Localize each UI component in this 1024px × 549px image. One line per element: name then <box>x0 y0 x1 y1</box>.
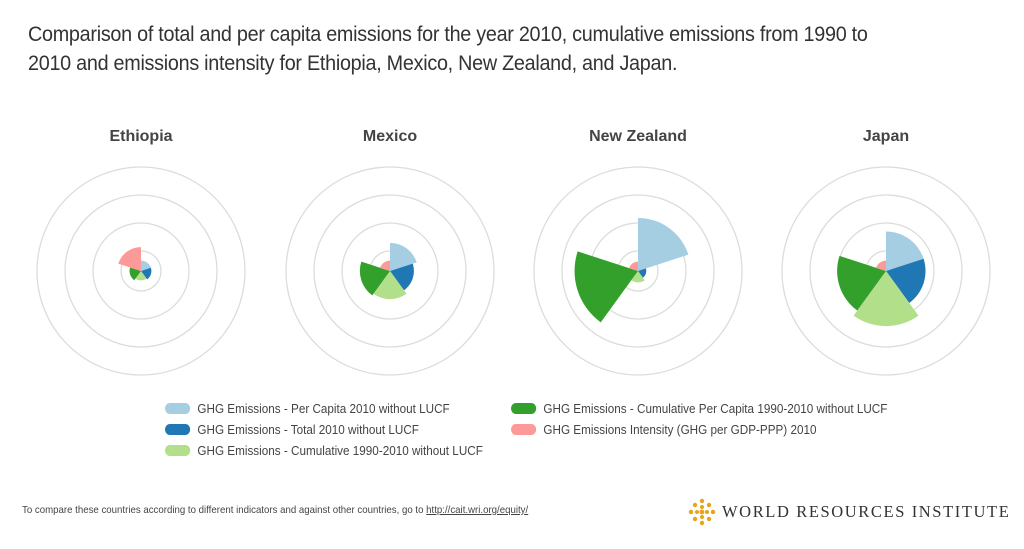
legend-swatch <box>511 403 537 414</box>
brand-name: WORLD RESOURCES INSTITUTE <box>722 502 1011 521</box>
legend-label: GHG Emissions - Total 2010 without LUCF <box>197 422 419 437</box>
wedge-cumulative-per-capita <box>129 267 141 281</box>
wedge-total-2010 <box>886 258 926 303</box>
polar-charts: Ethiopia Mexico New Zealand Japan <box>36 128 991 376</box>
wri-logo-icon <box>688 498 716 526</box>
footer-text: To compare these countries according to … <box>22 504 424 516</box>
grid-ring <box>809 194 963 348</box>
legend-label: GHG Emissions Intensity (GHG per GDP-PPP… <box>543 422 817 437</box>
legend-label: GHG Emissions - Cumulative Per Capita 19… <box>543 401 888 416</box>
legend-swatch <box>165 403 191 414</box>
wedge-intensity <box>876 260 886 271</box>
wedge-intensity <box>118 247 141 271</box>
grid-ring <box>92 222 190 320</box>
legend-label: GHG Emissions - Per Capita 2010 without … <box>197 401 450 416</box>
legend-swatch <box>511 424 537 435</box>
legend-label: GHG Emissions - Cumulative 1990-2010 wit… <box>197 443 483 458</box>
legend-swatch <box>165 424 191 435</box>
country-label: Mexico <box>363 128 417 145</box>
wedge-per-capita-2010 <box>141 260 151 271</box>
grid-ring <box>781 166 991 376</box>
legend-item-cumulative-per-capita: GHG Emissions - Cumulative Per Capita 19… <box>511 398 887 419</box>
country-label: New Zealand <box>589 128 687 145</box>
legend-column-right: GHG Emissions - Cumulative Per Capita 19… <box>511 398 929 440</box>
wedge-cumulative <box>135 271 147 281</box>
grid-ring <box>64 194 218 348</box>
grid-ring <box>313 194 467 348</box>
polar-chart-ethiopia: Ethiopia <box>36 128 246 376</box>
wedge-cumulative-per-capita <box>837 255 886 311</box>
legend-swatch <box>165 445 191 456</box>
wedge-per-capita-2010 <box>638 217 689 271</box>
grid-ring <box>36 166 246 376</box>
country-label: Japan <box>863 128 909 145</box>
grid-ring <box>285 166 495 376</box>
wedge-intensity <box>629 261 638 271</box>
country-label: Ethiopia <box>109 128 172 145</box>
legend-column-left: GHG Emissions - Per Capita 2010 without … <box>165 398 518 461</box>
wedge-total-2010 <box>141 267 152 280</box>
wedge-cumulative <box>853 271 919 327</box>
cait-equity-link[interactable]: http://cait.wri.org/equity/ <box>426 504 529 516</box>
wedge-total-2010 <box>390 263 414 291</box>
wedge-total-2010 <box>638 268 647 278</box>
wedge-intensity <box>380 260 390 271</box>
legend-item-cumulative: GHG Emissions - Cumulative 1990-2010 wit… <box>165 440 483 461</box>
polar-chart-japan: Japan <box>781 128 991 376</box>
footer-note: To compare these countries according to … <box>22 504 528 516</box>
legend-item-intensity: GHG Emissions Intensity (GHG per GDP-PPP… <box>511 419 887 440</box>
polar-chart-mexico: Mexico <box>285 128 495 376</box>
legend-item-total-2010: GHG Emissions - Total 2010 without LUCF <box>165 419 483 440</box>
brand: WORLD RESOURCES INSTITUTE <box>688 498 1010 526</box>
wedge-cumulative <box>373 271 407 300</box>
chart-title: Comparison of total and per capita emiss… <box>28 22 868 75</box>
grid-ring <box>341 222 439 320</box>
polar-chart-new-zealand: New Zealand <box>533 128 743 376</box>
grid-ring <box>533 166 743 376</box>
wedge-per-capita-2010 <box>390 242 417 271</box>
wedge-per-capita-2010 <box>886 231 924 271</box>
legend-item-per-capita-2010: GHG Emissions - Per Capita 2010 without … <box>165 398 483 419</box>
grid-ring <box>561 194 715 348</box>
wedge-cumulative-per-capita <box>574 251 638 323</box>
wedge-cumulative-per-capita <box>359 261 390 296</box>
wedge-cumulative <box>631 271 645 283</box>
